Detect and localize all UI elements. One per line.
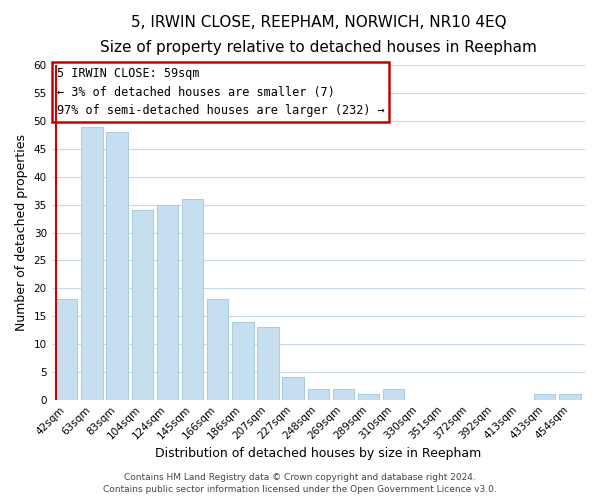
Bar (257, 328, 279, 400)
Bar (207, 300, 229, 400)
Bar (358, 394, 379, 400)
Bar (56, 300, 77, 400)
Bar (157, 205, 178, 400)
Bar (131, 210, 153, 400)
X-axis label: Distribution of detached houses by size in Reepham: Distribution of detached houses by size … (155, 447, 481, 460)
Bar (182, 199, 203, 400)
Bar (283, 378, 304, 400)
Bar (106, 132, 128, 400)
Bar (308, 388, 329, 400)
Bar (232, 322, 254, 400)
Bar (383, 388, 404, 400)
Bar (559, 394, 581, 400)
Text: 5 IRWIN CLOSE: 59sqm
← 3% of detached houses are smaller (7)
97% of semi-detache: 5 IRWIN CLOSE: 59sqm ← 3% of detached ho… (57, 67, 385, 117)
Y-axis label: Number of detached properties: Number of detached properties (15, 134, 28, 331)
Bar (534, 394, 556, 400)
Bar (81, 127, 103, 400)
Text: Contains HM Land Registry data © Crown copyright and database right 2024.
Contai: Contains HM Land Registry data © Crown c… (103, 472, 497, 494)
Title: 5, IRWIN CLOSE, REEPHAM, NORWICH, NR10 4EQ
Size of property relative to detached: 5, IRWIN CLOSE, REEPHAM, NORWICH, NR10 4… (100, 15, 537, 54)
Bar (333, 388, 354, 400)
